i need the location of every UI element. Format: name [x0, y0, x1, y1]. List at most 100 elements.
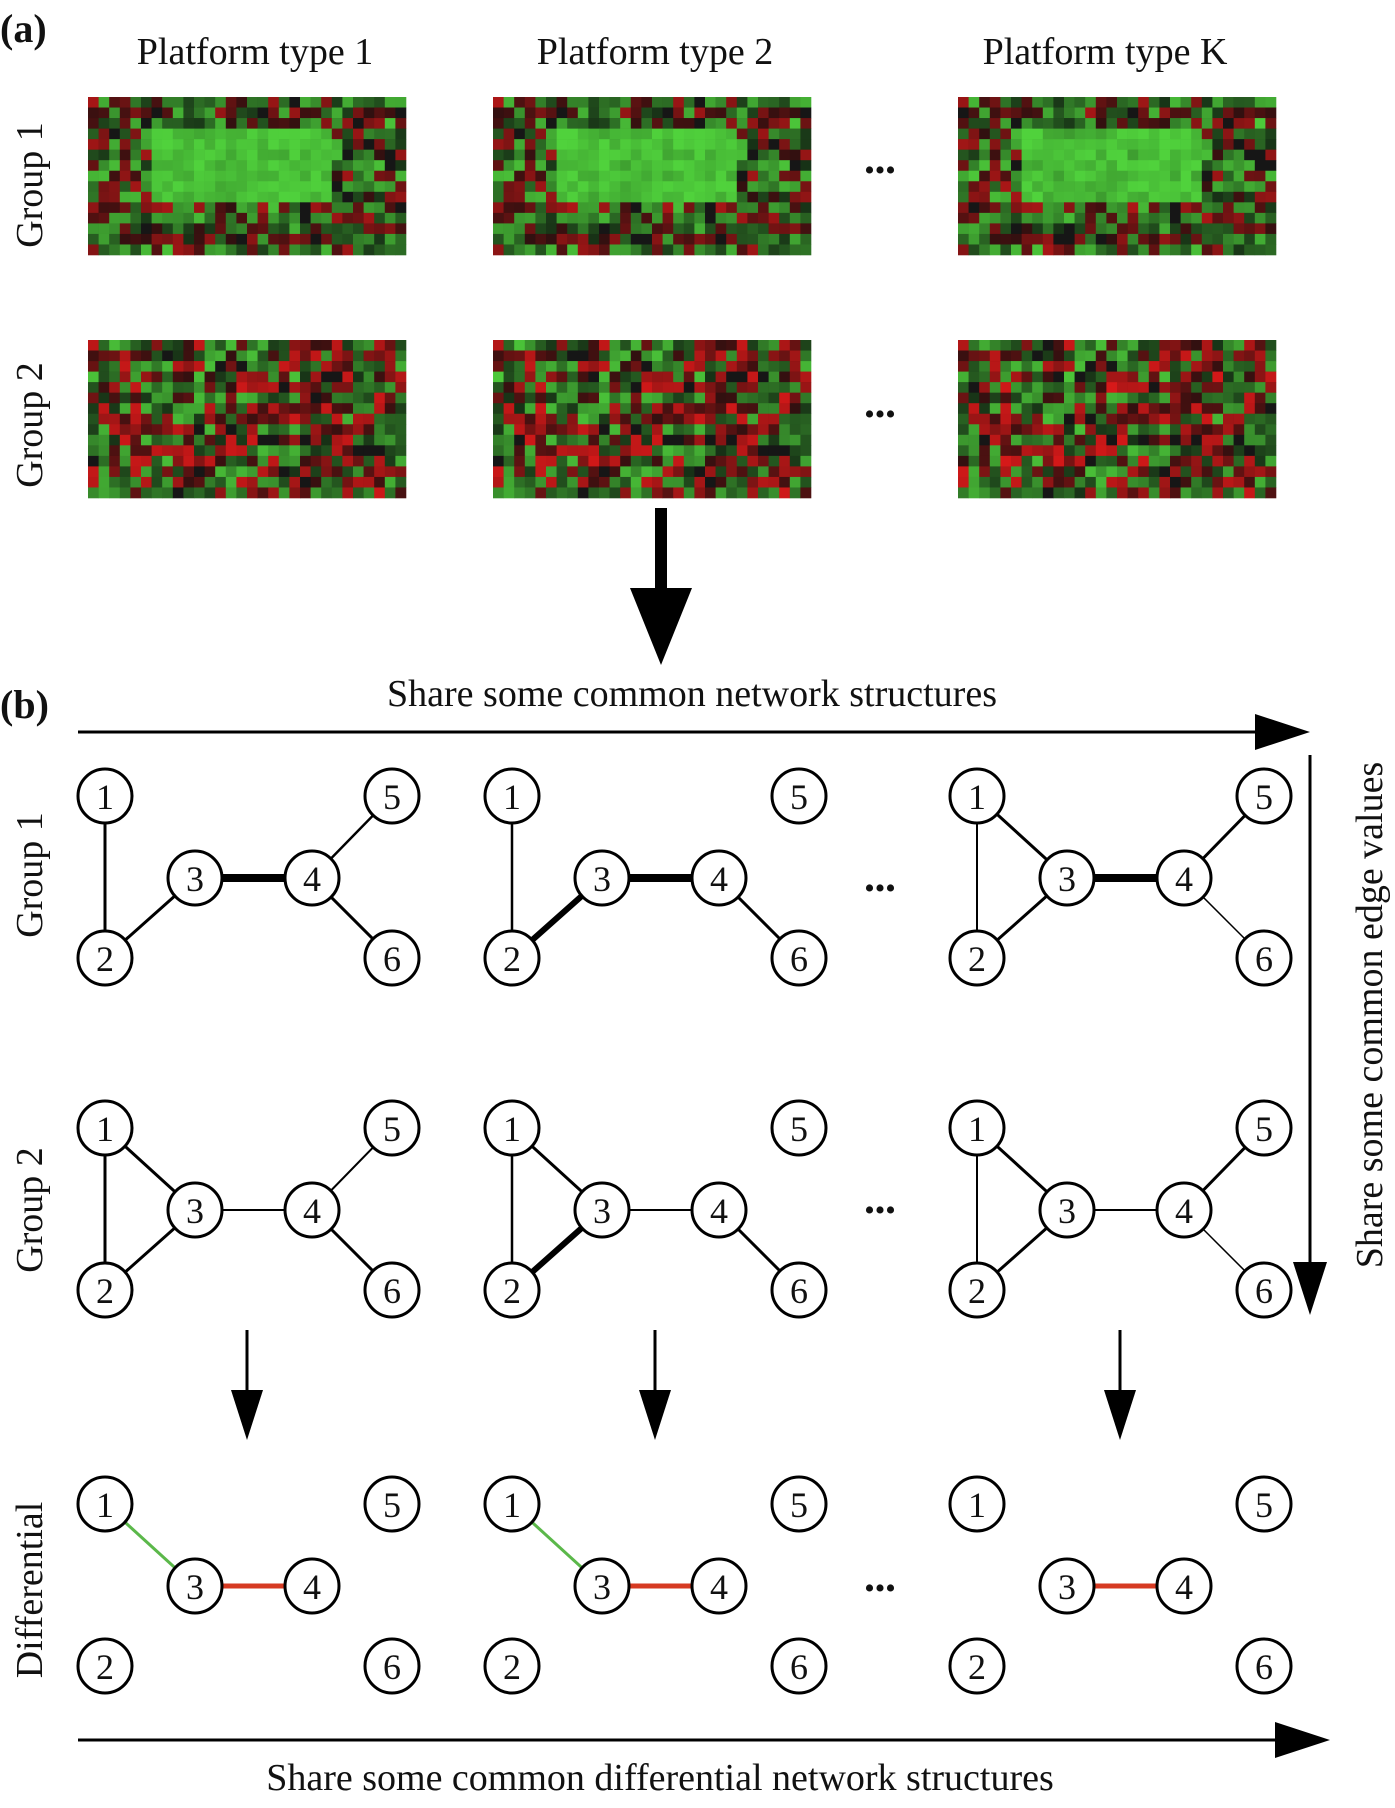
network-node: 6 — [1235, 929, 1293, 987]
network-node: 4 — [283, 1181, 341, 1239]
heatmap-image — [88, 340, 407, 499]
network-node: 3 — [573, 849, 631, 907]
ellipsis-b-row1: ••• — [864, 872, 896, 905]
network-node: 4 — [1155, 1181, 1213, 1239]
network-node: 5 — [363, 1099, 421, 1157]
node-label: 2 — [968, 939, 986, 979]
ellipsis-b-row2: ••• — [864, 1194, 896, 1227]
network-node: 5 — [363, 767, 421, 825]
row-label-group2-b: Group 2 — [9, 1147, 51, 1273]
node-label: 6 — [383, 939, 401, 979]
right-arrow-caption: Share some common edge values — [1349, 762, 1391, 1269]
node-label: 3 — [593, 1567, 611, 1607]
node-label: 4 — [710, 859, 728, 899]
node-label: 2 — [503, 1647, 521, 1687]
column-header-1: Platform type 1 — [137, 31, 373, 73]
node-label: 6 — [383, 1271, 401, 1311]
network-node: 5 — [770, 1475, 828, 1533]
network-graph: 1 2 3 4 5 6 — [948, 1475, 1293, 1695]
network-node: 6 — [363, 1261, 421, 1319]
node-label: 6 — [790, 1271, 808, 1311]
network-graph: 1 2 3 4 5 6 — [76, 767, 421, 987]
node-label: 3 — [593, 1191, 611, 1231]
node-label: 5 — [790, 1109, 808, 1149]
node-label: 2 — [96, 1271, 114, 1311]
down-arrow-icon — [630, 508, 692, 665]
node-label: 1 — [503, 1485, 521, 1525]
network-node: 2 — [948, 1637, 1006, 1695]
node-label: 1 — [96, 777, 114, 817]
network-node: 4 — [1155, 849, 1213, 907]
node-label: 6 — [790, 939, 808, 979]
node-label: 1 — [503, 1109, 521, 1149]
node-label: 3 — [186, 1191, 204, 1231]
column-header-k: Platform type K — [983, 31, 1228, 73]
bottom-arrow-caption: Share some common differential network s… — [266, 1757, 1054, 1799]
heatmap-image — [493, 340, 812, 499]
small-down-arrow-icon — [1104, 1330, 1136, 1440]
network-node: 6 — [363, 929, 421, 987]
heatmap-image — [958, 97, 1277, 256]
network-node: 2 — [483, 929, 541, 987]
node-label: 6 — [1255, 1647, 1273, 1687]
node-label: 4 — [1175, 1567, 1193, 1607]
network-node: 2 — [76, 1637, 134, 1695]
network-grid: 1 2 3 4 5 6 1 2 3 4 5 6 1 2 3 4 5 6 1 2 3 4 5 6 1 2 3 4 5 6 1 2 3 4 5 6 1 2 3 4… — [76, 767, 1293, 1695]
network-graph: 1 2 3 4 5 6 — [76, 1099, 421, 1319]
network-node: 1 — [483, 1099, 541, 1157]
node-label: 2 — [968, 1647, 986, 1687]
network-node: 6 — [770, 1261, 828, 1319]
node-label: 5 — [1255, 777, 1273, 817]
node-label: 2 — [503, 939, 521, 979]
node-label: 3 — [593, 859, 611, 899]
small-down-arrow-icon — [639, 1330, 671, 1440]
row-label-group1-b: Group 1 — [9, 812, 51, 938]
ellipsis-a-row2: ••• — [864, 398, 896, 431]
node-label: 3 — [186, 859, 204, 899]
network-node: 6 — [770, 929, 828, 987]
row-label-group2-a: Group 2 — [9, 362, 51, 488]
network-node: 3 — [166, 1557, 224, 1615]
network-node: 4 — [283, 1557, 341, 1615]
ellipsis-b-row3: ••• — [864, 1572, 896, 1605]
node-label: 1 — [96, 1485, 114, 1525]
node-label: 4 — [303, 859, 321, 899]
network-node: 2 — [483, 1261, 541, 1319]
network-node: 4 — [283, 849, 341, 907]
column-header-2: Platform type 2 — [537, 31, 773, 73]
heatmap-image — [958, 340, 1277, 499]
top-arrow-caption: Share some common network structures — [387, 673, 997, 715]
network-node: 1 — [948, 1099, 1006, 1157]
panel-b-label: (b) — [0, 682, 49, 727]
node-label: 5 — [383, 777, 401, 817]
network-node: 4 — [690, 1181, 748, 1239]
node-label: 6 — [383, 1647, 401, 1687]
node-label: 6 — [1255, 939, 1273, 979]
network-node: 4 — [1155, 1557, 1213, 1615]
bottom-arrow-icon — [78, 1722, 1330, 1758]
vertical-arrow-icon — [1293, 755, 1327, 1315]
network-node: 3 — [573, 1181, 631, 1239]
network-graph: 1 2 3 4 5 6 — [483, 1099, 828, 1319]
node-label: 2 — [503, 1271, 521, 1311]
heatmap-image — [493, 97, 812, 256]
network-node: 6 — [770, 1637, 828, 1695]
network-node: 2 — [76, 1261, 134, 1319]
network-node: 2 — [948, 929, 1006, 987]
node-label: 1 — [968, 1109, 986, 1149]
network-graph: 1 2 3 4 5 6 — [948, 767, 1293, 987]
node-label: 3 — [186, 1567, 204, 1607]
heatmap-grid — [88, 97, 1277, 499]
network-graph: 1 2 3 4 5 6 — [948, 1099, 1293, 1319]
network-node: 5 — [363, 1475, 421, 1533]
network-node: 5 — [770, 767, 828, 825]
node-label: 4 — [710, 1191, 728, 1231]
panel-a-label: (a) — [0, 6, 47, 51]
network-node: 6 — [1235, 1637, 1293, 1695]
node-label: 5 — [790, 1485, 808, 1525]
node-label: 4 — [303, 1567, 321, 1607]
network-node: 3 — [166, 1181, 224, 1239]
node-label: 2 — [968, 1271, 986, 1311]
network-node: 1 — [76, 1099, 134, 1157]
